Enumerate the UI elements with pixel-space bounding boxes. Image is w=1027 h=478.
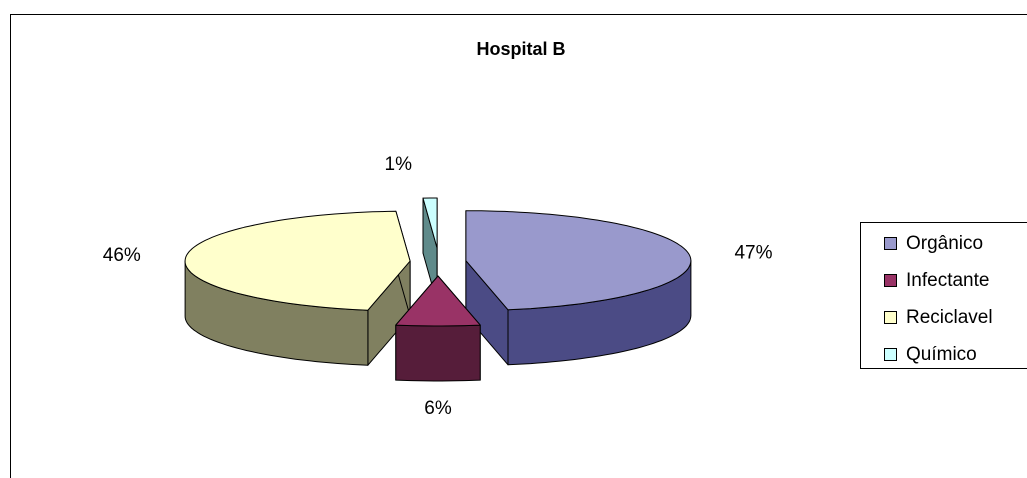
pie: 1% 47% 46% 6% xyxy=(103,154,773,419)
legend: Orgânico Infectante Reciclavel Químico xyxy=(884,233,993,365)
slice xyxy=(184,210,411,311)
slice xyxy=(395,275,481,327)
legend-swatch xyxy=(884,311,897,324)
legend-label: Orgânico xyxy=(906,233,983,254)
slice xyxy=(422,197,438,249)
data-label: 46% xyxy=(103,245,141,266)
slice xyxy=(465,210,692,311)
legend-label: Químico xyxy=(906,344,977,365)
data-label: 6% xyxy=(424,398,452,419)
chart-title: Hospital B xyxy=(476,39,565,59)
slice-side xyxy=(395,324,481,382)
data-label: 47% xyxy=(734,242,772,263)
legend-swatch xyxy=(884,274,897,287)
data-label: 1% xyxy=(385,154,413,175)
legend-swatch xyxy=(884,348,897,361)
legend-label: Reciclavel xyxy=(906,307,993,328)
legend-swatch xyxy=(884,237,897,250)
legend-label: Infectante xyxy=(906,270,989,291)
